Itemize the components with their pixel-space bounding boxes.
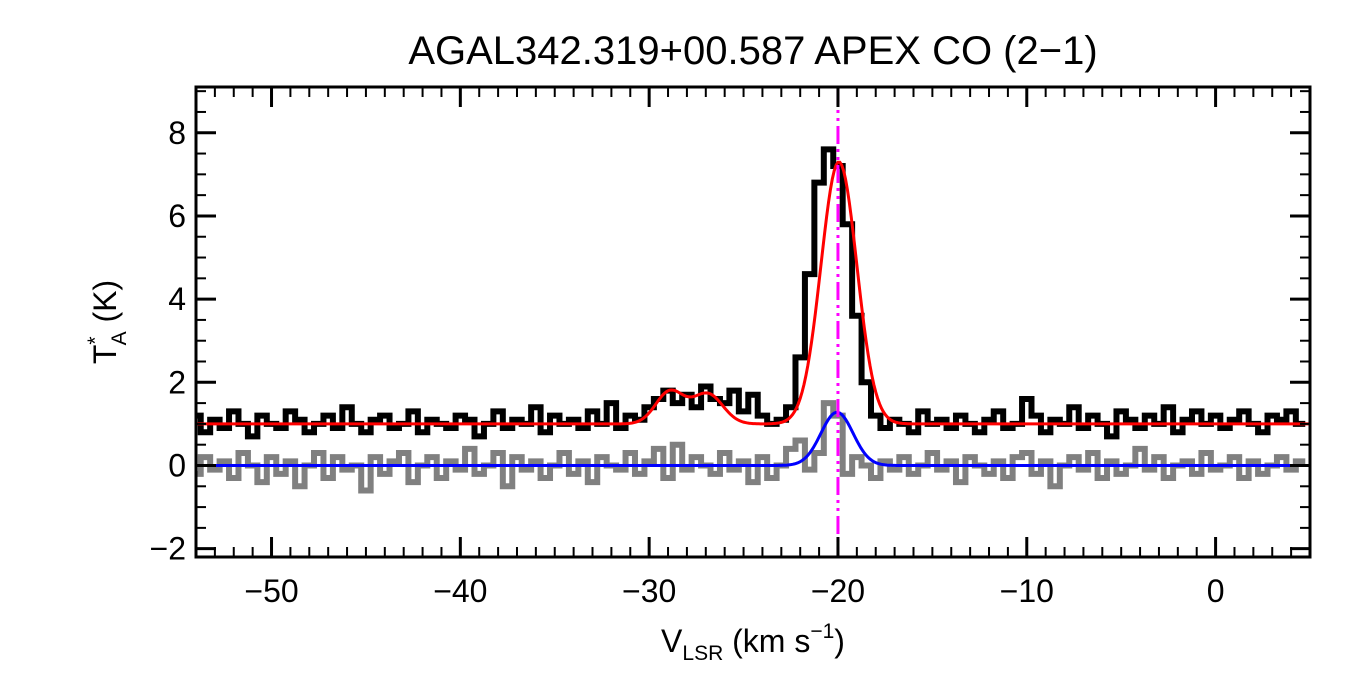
plot-area bbox=[196, 87, 1310, 557]
y-tick-label: 4 bbox=[168, 281, 186, 317]
residual-spectrum-line bbox=[196, 400, 1306, 494]
y-axis-label-sub: A bbox=[108, 331, 131, 345]
x-axis-label-main: V bbox=[661, 623, 683, 659]
y-tick-label: 0 bbox=[168, 447, 186, 483]
fit-component-line bbox=[196, 410, 1310, 467]
x-tick-label: −40 bbox=[433, 573, 487, 609]
x-tick-label: −30 bbox=[622, 573, 676, 609]
x-axis-label-sup: −1 bbox=[810, 620, 834, 643]
y-tick-label: −2 bbox=[150, 531, 186, 567]
fit-total-line bbox=[196, 160, 1310, 426]
x-tick-label: −10 bbox=[1000, 573, 1054, 609]
y-tick-label: 8 bbox=[168, 115, 186, 151]
y-axis-label: T*A (K) bbox=[84, 280, 131, 364]
plot-frame bbox=[194, 85, 1312, 559]
y-axis-label-sup: * bbox=[84, 336, 107, 344]
x-tick-label: −50 bbox=[244, 573, 298, 609]
x-tick-label: 0 bbox=[1207, 573, 1225, 609]
observed-spectrum-line bbox=[196, 146, 1306, 440]
y-tick-label: 2 bbox=[168, 364, 186, 400]
x-axis-label-sub: LSR bbox=[682, 642, 723, 665]
y-axis-label-main: T bbox=[87, 345, 123, 365]
x-axis-label-rest: (km s bbox=[723, 623, 810, 659]
x-axis-label-end: ) bbox=[834, 623, 845, 659]
y-tick-label: 6 bbox=[168, 198, 186, 234]
chart-title: AGAL342.319+00.587 APEX CO (2−1) bbox=[408, 29, 1097, 73]
x-axis-label: VLSR (km s−1) bbox=[661, 620, 845, 665]
y-axis-label-rest: (K) bbox=[87, 280, 123, 332]
x-tick-label: −20 bbox=[811, 573, 865, 609]
